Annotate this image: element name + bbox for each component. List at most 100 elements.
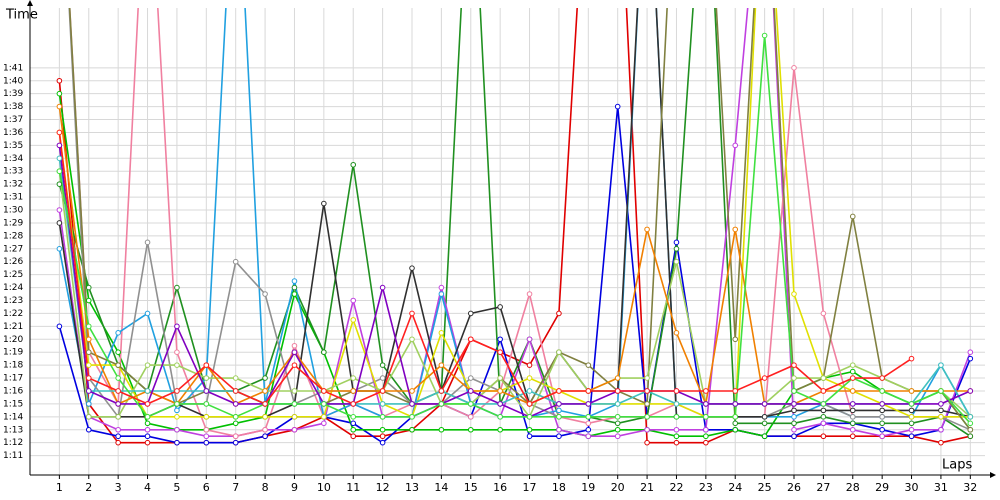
lap-point	[556, 310, 562, 317]
lap-point	[144, 388, 151, 394]
lap-point	[614, 426, 621, 433]
x-tick-label: 25	[758, 481, 772, 494]
lap-point	[849, 213, 856, 220]
x-tick-label: 6	[203, 481, 210, 494]
lap-point	[556, 401, 562, 407]
lap-point	[174, 426, 180, 433]
lap-point	[115, 349, 121, 356]
lap-point	[203, 362, 210, 368]
lap-point	[85, 426, 92, 433]
lap-point	[232, 433, 239, 440]
lap-point	[115, 401, 121, 407]
lap-point	[585, 426, 592, 433]
lap-point	[174, 362, 180, 368]
lap-point	[56, 90, 63, 97]
lap-point	[614, 103, 621, 110]
lap-point	[879, 375, 885, 381]
lap-point	[174, 323, 180, 330]
y-tick-label: 1:35	[3, 141, 23, 151]
lap-point	[908, 355, 915, 362]
lap-point	[644, 226, 650, 233]
lap-point	[144, 420, 151, 427]
lap-point	[115, 439, 121, 446]
lap-point	[849, 407, 856, 414]
lap-point	[938, 439, 944, 446]
lap-point	[879, 407, 885, 414]
lap-point	[467, 310, 474, 317]
lap-point	[820, 433, 827, 440]
lap-point	[438, 291, 445, 297]
lap-point	[967, 426, 974, 433]
y-tick-label: 1:15	[3, 399, 23, 409]
lap-point	[409, 388, 415, 394]
lap-point	[203, 375, 210, 381]
lap-point	[849, 420, 856, 427]
y-tick-label: 1:19	[3, 348, 23, 358]
lap-point	[585, 414, 592, 420]
lap-point	[379, 439, 386, 446]
lap-point	[85, 323, 92, 330]
lap-point	[56, 103, 63, 110]
lap-point	[556, 407, 562, 414]
lap-point	[467, 401, 474, 407]
lap-point	[291, 426, 298, 433]
lap-point	[438, 401, 445, 407]
lap-point	[438, 426, 445, 433]
lap-point	[350, 433, 357, 440]
lap-point	[967, 355, 974, 362]
x-tick-label: 2	[85, 481, 92, 494]
lap-point	[938, 426, 944, 433]
y-tick-label: 1:41	[3, 63, 23, 73]
lap-point	[497, 375, 503, 381]
lap-point	[144, 310, 151, 317]
x-axis-label: Laps	[942, 458, 972, 473]
lap-point	[115, 330, 121, 336]
x-tick-label: 11	[346, 481, 360, 494]
lap-point	[879, 414, 885, 420]
y-tick-label: 1:24	[3, 283, 23, 293]
lap-point	[967, 388, 974, 394]
x-tick-label: 1	[56, 481, 63, 494]
lap-point	[820, 414, 827, 420]
x-tick-label: 4	[144, 481, 151, 494]
lap-point	[761, 414, 768, 420]
lap-point	[820, 420, 827, 427]
lap-point	[703, 433, 709, 440]
x-tick-label: 20	[611, 481, 625, 494]
lap-point	[908, 426, 915, 433]
lap-point	[497, 349, 503, 356]
lap-point	[85, 414, 92, 420]
lap-point	[673, 330, 680, 336]
x-tick-label: 5	[173, 481, 180, 494]
lap-point	[321, 200, 327, 207]
lap-point	[350, 401, 357, 407]
x-tick-label: 30	[905, 481, 919, 494]
x-tick-label: 23	[699, 481, 713, 494]
lap-point	[321, 420, 327, 427]
series-line	[58, 8, 971, 437]
y-tick-label: 1:16	[3, 386, 23, 396]
lap-point	[409, 265, 415, 271]
lap-point	[849, 426, 856, 433]
lap-point	[291, 342, 298, 349]
lap-point	[556, 414, 562, 420]
lap-point	[791, 291, 797, 297]
lap-point	[526, 291, 533, 297]
lap-point	[703, 426, 709, 433]
lap-point	[761, 433, 768, 440]
lap-point	[379, 362, 386, 368]
y-tick-label: 1:36	[3, 128, 23, 138]
lap-point	[556, 426, 562, 433]
lap-point	[438, 330, 445, 336]
lap-point	[144, 362, 151, 368]
x-tick-label: 12	[376, 481, 390, 494]
y-tick-label: 1:25	[3, 270, 23, 280]
lap-point	[438, 388, 445, 394]
lap-point	[262, 401, 268, 407]
lap-point	[409, 414, 415, 420]
lap-point	[232, 388, 239, 394]
y-tick-label: 1:12	[3, 438, 23, 448]
lap-point	[467, 388, 474, 394]
lap-point	[438, 284, 445, 291]
lap-point	[791, 414, 797, 420]
